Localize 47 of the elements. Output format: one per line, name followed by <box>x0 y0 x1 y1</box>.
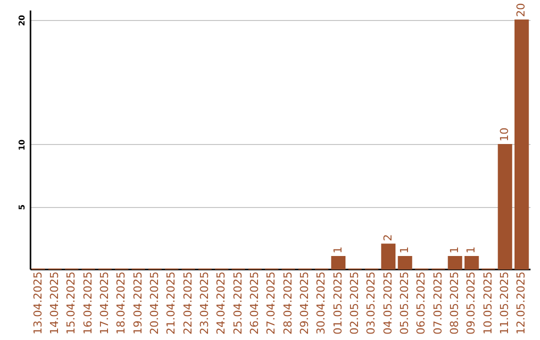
bar <box>398 256 412 270</box>
data-label: 1 <box>448 246 461 254</box>
x-tick-label: 21.04.2025 <box>164 272 178 334</box>
y-tick-label: 10 <box>18 138 26 151</box>
x-tick-label: 26.04.2025 <box>248 272 261 334</box>
y-tick-label: 5 <box>18 204 26 210</box>
data-label: 2 <box>381 234 394 242</box>
x-tick-label: 17.04.2025 <box>98 272 111 334</box>
data-label: 20 <box>514 2 528 17</box>
data-label: 10 <box>498 127 511 142</box>
x-tick-label: 07.05.2025 <box>431 272 444 334</box>
data-label: 1 <box>331 246 344 254</box>
bar <box>331 256 346 270</box>
x-tick-label: 03.05.2025 <box>364 272 378 334</box>
x-tick-label: 02.05.2025 <box>348 272 361 334</box>
x-tick-label: 27.04.2025 <box>264 272 278 334</box>
x-tick-label: 09.05.2025 <box>464 272 478 334</box>
x-tick-label: 30.04.2025 <box>314 272 328 334</box>
x-tick-label: 01.05.2025 <box>331 272 344 334</box>
bar <box>498 144 512 270</box>
x-tick-label: 28.04.2025 <box>281 272 294 334</box>
x-tick-label: 04.05.2025 <box>381 272 394 334</box>
bar <box>514 19 529 270</box>
x-tick-label: 25.04.2025 <box>231 272 244 334</box>
x-tick-label: 22.04.2025 <box>181 272 194 334</box>
x-tick-label: 05.05.2025 <box>398 272 411 334</box>
x-tick-label: 24.04.2025 <box>214 272 228 334</box>
x-tick-label: 08.05.2025 <box>448 272 461 334</box>
x-tick-label: 14.04.2025 <box>48 272 61 334</box>
x-tick-label: 20.04.2025 <box>148 272 161 334</box>
data-label: 1 <box>398 246 411 254</box>
x-tick-label: 12.05.2025 <box>514 272 528 334</box>
y-tick-label: 20 <box>18 14 26 26</box>
x-tick-label: 10.05.2025 <box>481 272 494 334</box>
x-tick-label: 23.04.2025 <box>198 272 211 334</box>
x-tick-label: 29.04.2025 <box>298 272 311 334</box>
x-tick-label: 13.04.2025 <box>31 272 44 334</box>
data-label: 1 <box>464 246 478 254</box>
x-tick-label: 11.05.2025 <box>498 272 511 334</box>
x-tick-label: 19.04.2025 <box>131 272 144 334</box>
x-tick-label: 06.05.2025 <box>414 272 428 334</box>
x-tick-label: 18.04.2025 <box>114 272 128 334</box>
bar <box>448 256 462 270</box>
bar <box>464 256 479 270</box>
bar <box>381 244 396 270</box>
x-tick-label: 16.04.2025 <box>81 272 94 334</box>
x-tick-label: 15.04.2025 <box>64 272 78 334</box>
